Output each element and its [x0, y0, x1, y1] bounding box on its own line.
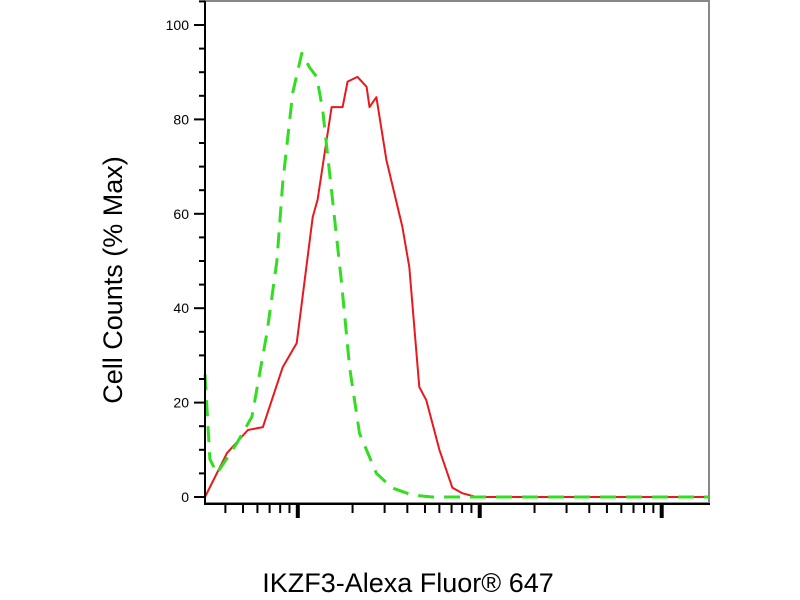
plot-frame [204, 0, 710, 504]
y-tick-label: 40 [173, 300, 189, 316]
y-axis-title: Cell Counts (% Max) [98, 156, 128, 404]
y-tick-label: 0 [181, 489, 189, 505]
isotype-control-line [203, 51, 709, 499]
x-axis-title: IKZF3-Alexa Fluor® 647 [262, 568, 554, 598]
series-layer [203, 51, 709, 499]
y-tick-label: 60 [173, 206, 189, 222]
y-tick-label: 80 [173, 111, 189, 127]
y-tick-label: 100 [166, 17, 190, 33]
ikzf3-stained-line [204, 75, 709, 498]
y-ticks: 0 20 40 60 80 100 [166, 0, 205, 505]
x-ticks [224, 504, 664, 518]
y-tick-label: 20 [173, 395, 189, 411]
